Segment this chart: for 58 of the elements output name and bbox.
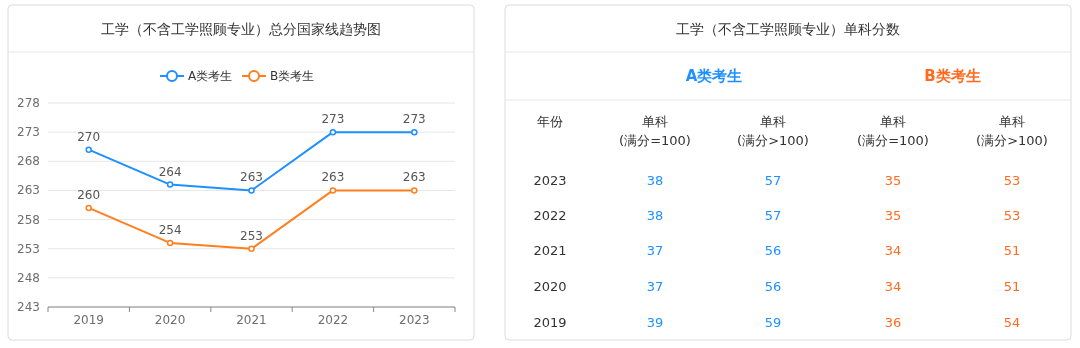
- y-tick-label: 278: [17, 96, 40, 110]
- data-label: 263: [402, 170, 426, 185]
- data-label: 36: [884, 315, 902, 330]
- y-tick-label: 2022: [533, 208, 567, 223]
- data-label: 53: [1003, 173, 1021, 188]
- data-label: 34: [884, 243, 902, 258]
- x-tick-label: 2020: [154, 313, 186, 327]
- x-tick-label: 单科 (满分>100): [976, 114, 1048, 148]
- data-label: 39: [646, 315, 664, 330]
- y-tick-label: 263: [17, 183, 40, 198]
- y-tick-label: 248: [17, 270, 40, 285]
- data-label: 56: [764, 243, 782, 258]
- data-label: 37: [646, 243, 664, 258]
- y-axis-title: 年份: [537, 114, 563, 129]
- data-label: 34: [884, 279, 902, 294]
- data-label: 38: [646, 173, 664, 188]
- y-tick-label: 243: [17, 300, 40, 314]
- y-tick-label: 268: [17, 154, 40, 169]
- data-label: 264: [158, 164, 182, 179]
- data-label: 263: [321, 170, 345, 185]
- data-label: 54: [1003, 315, 1021, 330]
- data-label: 260: [77, 187, 101, 202]
- data-label: 51: [1003, 243, 1021, 258]
- data-label: 263: [240, 170, 263, 185]
- y-tick-label: 2021: [533, 243, 567, 258]
- data-label: 253: [240, 228, 263, 243]
- data-label: 35: [884, 173, 902, 188]
- text: B类考生: [924, 67, 981, 85]
- x-tick-label: 2021: [236, 313, 267, 327]
- data-label: 254: [158, 222, 182, 237]
- x-tick-label: 2023: [399, 313, 430, 327]
- data-label: 59: [764, 315, 782, 330]
- x-tick-label: 单科 (满分>100): [737, 114, 809, 148]
- y-tick-label: 2020: [533, 279, 567, 294]
- data-label: 35: [884, 208, 902, 223]
- legend-label: B类考生: [270, 69, 315, 83]
- data-label: 57: [764, 173, 782, 188]
- data-label: 57: [764, 208, 782, 223]
- x-tick-label: 2019: [73, 313, 104, 327]
- y-tick-label: 258: [17, 212, 40, 227]
- chart-title: 工学（不含工学照顾专业）总分国家线趋势图: [101, 21, 381, 37]
- data-label: 270: [77, 129, 101, 144]
- y-tick-label: 273: [17, 125, 40, 140]
- data-label: 273: [321, 112, 345, 127]
- text: A类考生: [685, 67, 743, 85]
- chart-title: 工学（不含工学照顾专业）单科分数: [676, 21, 900, 37]
- y-tick-label: 253: [17, 241, 40, 256]
- data-label: 51: [1003, 279, 1021, 294]
- legend-label: A类考生: [188, 69, 233, 83]
- x-tick-label: 单科 (满分=100): [857, 114, 929, 148]
- data-label: 37: [646, 279, 664, 294]
- y-tick-label: 2023: [533, 173, 567, 188]
- data-label: 38: [646, 208, 664, 223]
- data-label: 56: [764, 279, 782, 294]
- data-label: 53: [1003, 208, 1021, 223]
- x-tick-label: 2022: [317, 313, 349, 327]
- x-tick-label: 单科 (满分=100): [619, 114, 691, 148]
- data-label: 273: [402, 112, 426, 127]
